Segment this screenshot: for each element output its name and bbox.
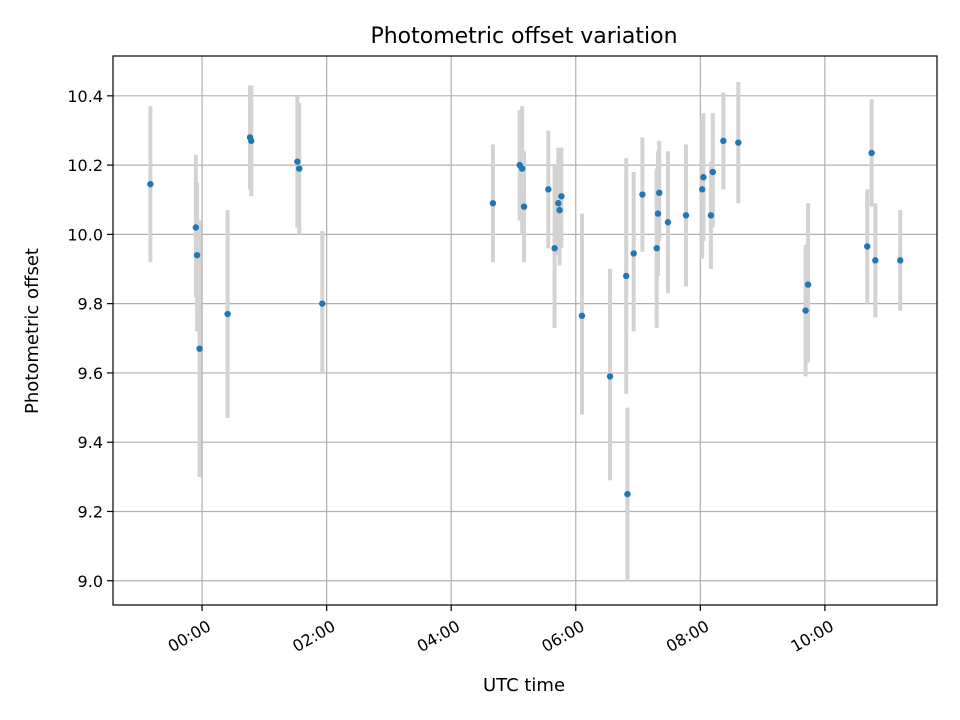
data-point <box>296 165 303 172</box>
data-point <box>489 200 497 207</box>
data-point <box>248 137 255 145</box>
data-points <box>147 134 904 498</box>
data-point <box>545 186 552 193</box>
data-point <box>556 206 563 214</box>
data-point <box>578 312 586 319</box>
y-tick-label: 10.0 <box>67 225 103 244</box>
data-point <box>630 250 637 257</box>
data-point <box>897 257 904 264</box>
data-point <box>707 212 715 219</box>
data-point <box>294 158 301 165</box>
data-point <box>653 245 660 252</box>
data-point <box>623 272 630 280</box>
y-tick-label: 9.6 <box>78 364 103 383</box>
data-point <box>606 373 614 380</box>
y-tick-label: 10.4 <box>67 87 103 106</box>
data-point <box>196 345 203 352</box>
y-tick-label: 9.0 <box>78 572 103 591</box>
data-point <box>654 210 662 217</box>
data-point <box>872 257 879 264</box>
data-point <box>709 168 716 176</box>
data-point <box>804 281 812 288</box>
data-point <box>520 203 528 210</box>
chart-title: Photometric offset variation <box>370 24 677 49</box>
data-point <box>864 243 871 250</box>
x-axis-label: UTC time <box>483 675 565 696</box>
data-point <box>700 174 707 181</box>
y-tick-label: 10.2 <box>67 156 103 175</box>
data-point <box>518 165 526 172</box>
data-point <box>558 193 565 200</box>
y-axis-label: Photometric offset <box>22 248 43 414</box>
data-point <box>624 490 631 498</box>
y-tick-label: 9.4 <box>78 433 103 452</box>
data-point <box>664 219 672 226</box>
data-point <box>192 224 200 231</box>
y-tick-label: 9.2 <box>78 502 103 521</box>
data-point <box>698 186 706 193</box>
data-point <box>682 212 690 219</box>
data-point <box>224 310 231 318</box>
data-point <box>802 307 809 314</box>
data-point <box>720 137 727 145</box>
data-point <box>147 180 154 188</box>
plot-frame <box>112 55 938 606</box>
data-point <box>639 191 646 198</box>
data-point <box>551 245 558 252</box>
data-point <box>735 139 742 146</box>
data-point <box>555 200 562 207</box>
data-point <box>868 149 875 157</box>
data-point <box>656 189 663 197</box>
data-point <box>319 300 326 307</box>
y-tick-label: 9.8 <box>78 295 103 314</box>
y-axis-ticks: 9.0 9.2 9.4 9.6 9.8 10.0 10.2 10.4 <box>67 87 113 591</box>
data-point <box>193 251 201 259</box>
